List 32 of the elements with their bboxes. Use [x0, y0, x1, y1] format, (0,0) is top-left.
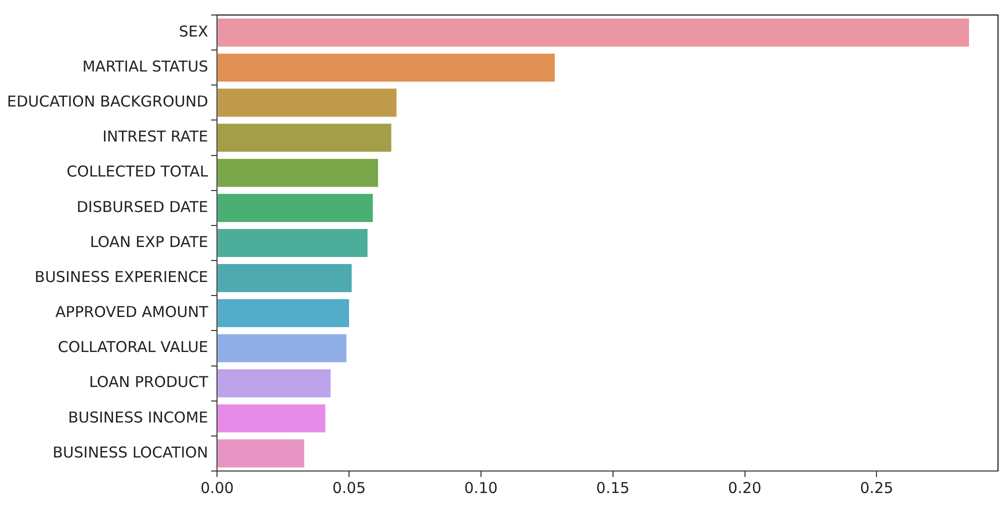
y-tick-label: SEX: [178, 22, 208, 40]
bar: [218, 404, 326, 432]
y-tick-label: BUSINESS INCOME: [68, 408, 208, 426]
bar: [218, 158, 378, 187]
y-tick-label: LOAN PRODUCT: [89, 373, 209, 392]
y-tick-label: EDUCATION BACKGROUND: [6, 92, 208, 111]
y-tick-label: MARTIAL STATUS: [82, 58, 208, 76]
x-tick-label: 0.25: [860, 478, 894, 497]
bar: [218, 228, 368, 258]
y-tick-label: BUSINESS LOCATION: [52, 443, 208, 462]
bar: [218, 334, 346, 362]
bar: [218, 54, 555, 82]
x-tick-label: 0.05: [332, 478, 366, 497]
bar: [218, 18, 969, 47]
x-tick-label: 0.20: [728, 478, 762, 497]
bar: [218, 264, 352, 292]
bar: [218, 439, 304, 468]
y-tick-label: COLLATORAL VALUE: [58, 338, 208, 356]
x-tick-label: 0.10: [464, 478, 498, 497]
bar: [218, 124, 392, 152]
y-tick-label: BUSINESS EXPERIENCE: [34, 268, 208, 286]
bar: [218, 299, 350, 328]
y-tick-label: APPROVED AMOUNT: [55, 303, 209, 322]
y-tick-label: LOAN EXP DATE: [90, 232, 208, 251]
bar: [218, 88, 397, 117]
y-tick-label: INTREST RATE: [102, 128, 208, 146]
x-tick-label: 0.15: [596, 478, 630, 497]
y-tick-label: DISBURSED DATE: [76, 198, 208, 216]
y-tick-label: COLLECTED TOTAL: [66, 162, 209, 181]
bar: [218, 369, 331, 398]
x-tick-label: 0.00: [200, 478, 234, 497]
bar: [218, 194, 373, 222]
